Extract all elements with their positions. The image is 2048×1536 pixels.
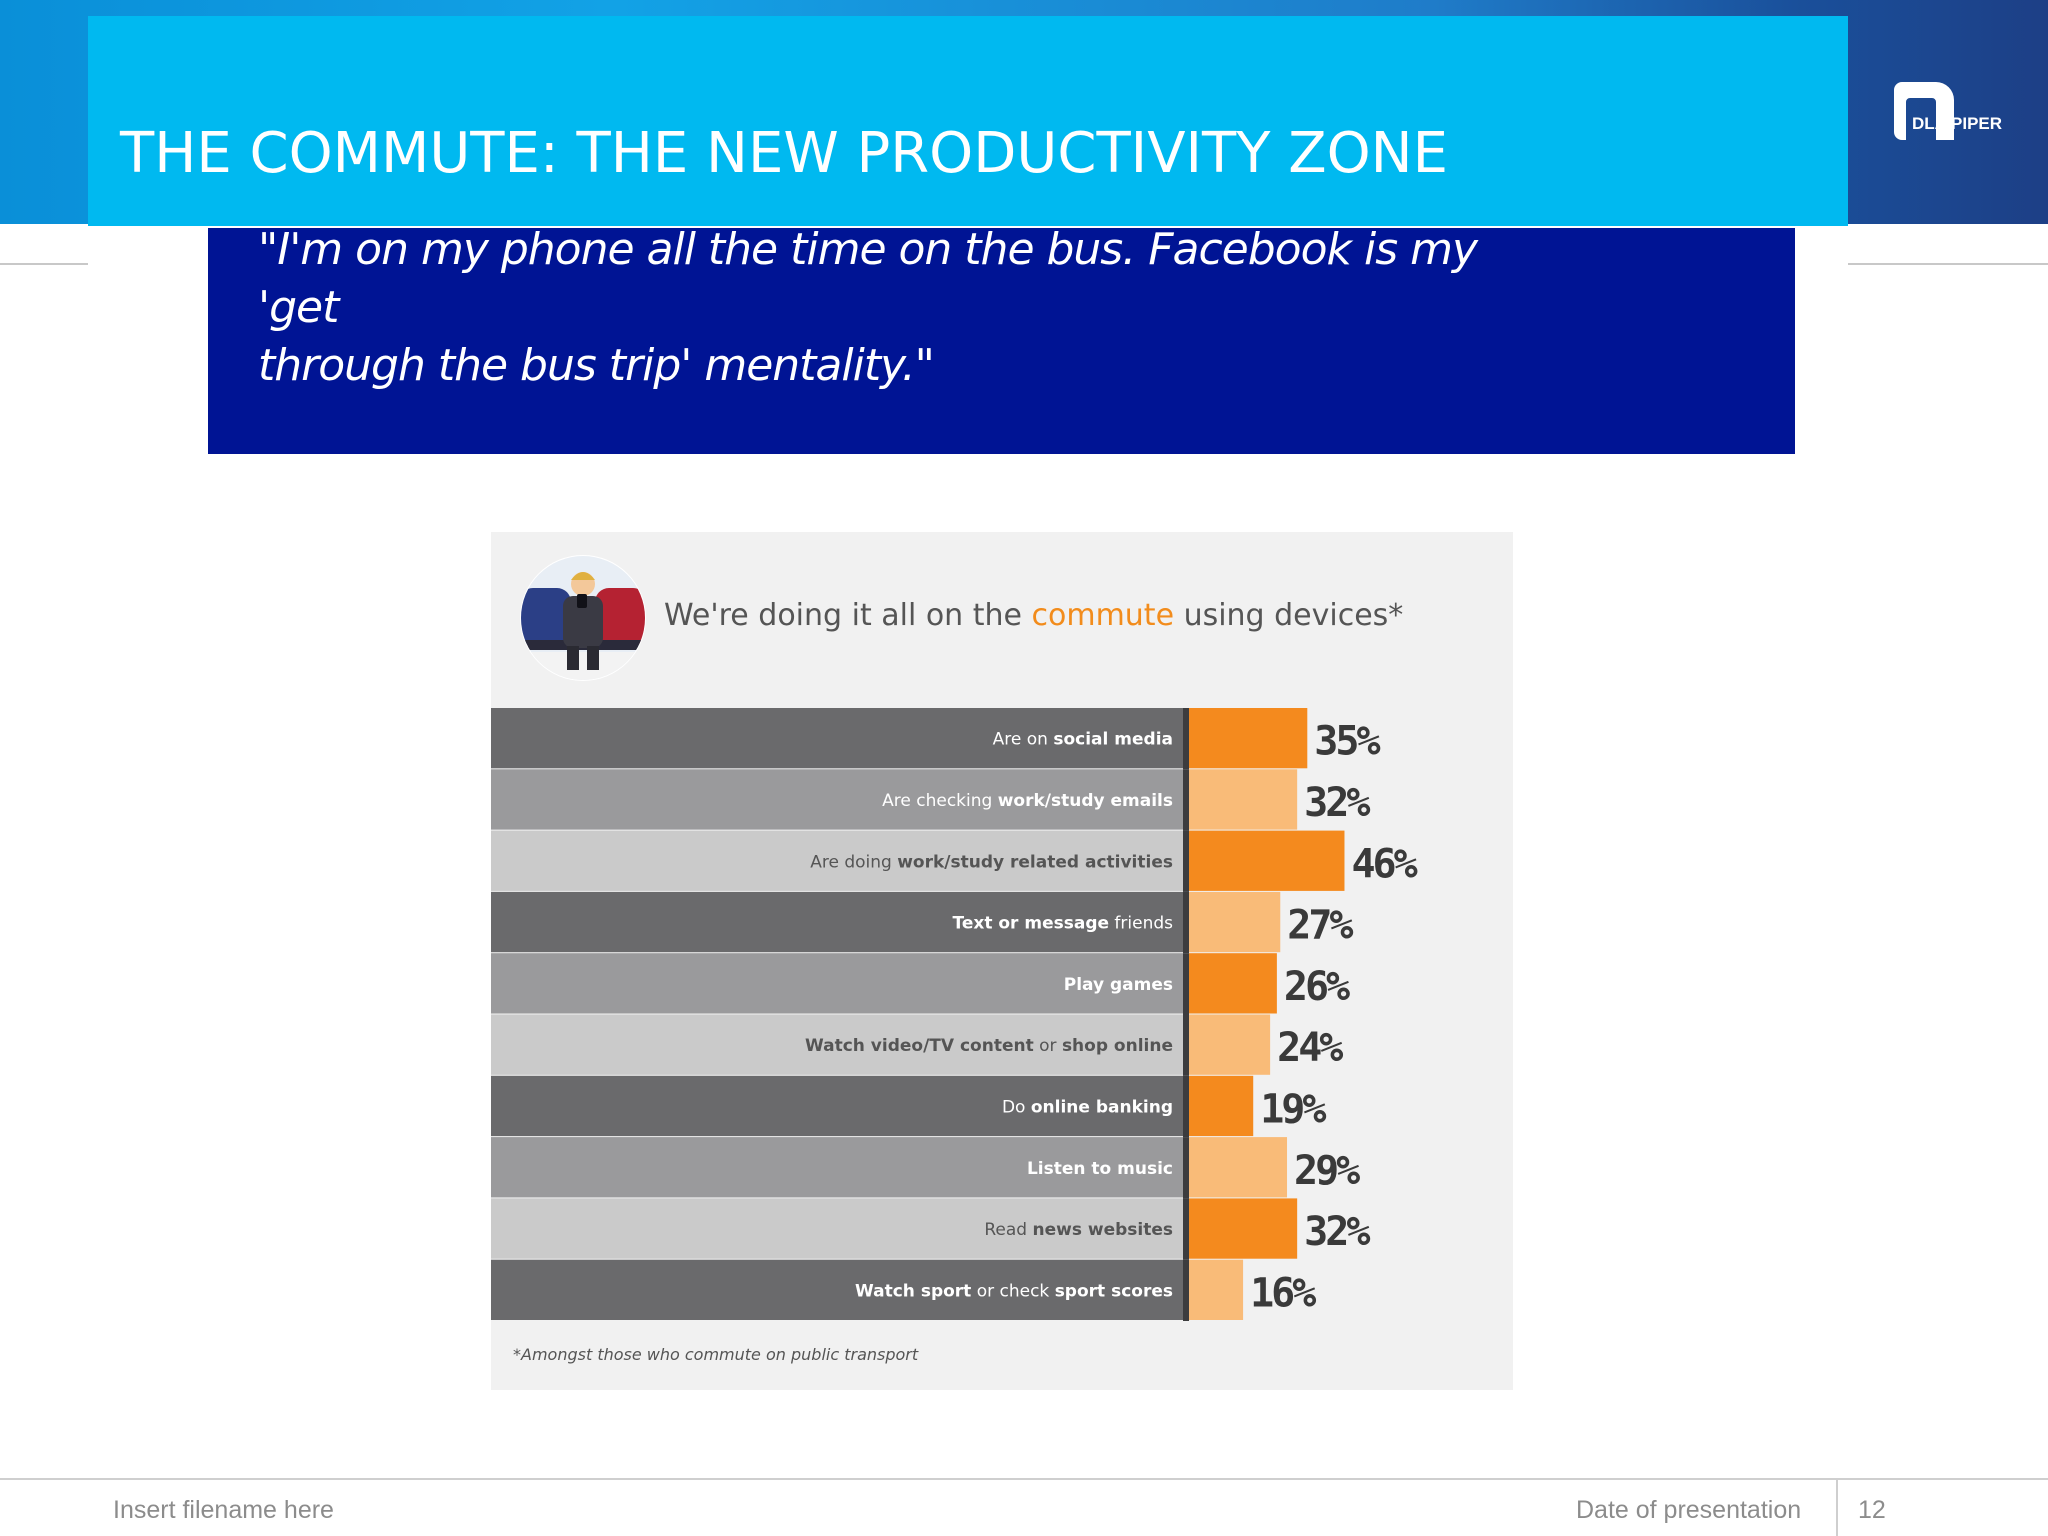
category-row-background	[491, 1198, 1183, 1259]
chart-title: We're doing it all on the commute using …	[664, 598, 1403, 633]
activities-bar-chart: Are on social media 35% Are checking work/…	[491, 708, 1421, 1321]
axis-separator	[1183, 769, 1189, 831]
value-label: 16%	[1250, 1270, 1316, 1316]
chart-title-text: We're doing it all on the	[664, 598, 1032, 633]
category-row-background	[491, 891, 1183, 953]
value-label: 32%	[1304, 780, 1370, 826]
footer-date: Date of presentation	[1576, 1496, 1802, 1524]
category-row-background	[491, 830, 1183, 891]
axis-separator	[1183, 1198, 1189, 1260]
bar	[1189, 891, 1281, 953]
axis-separator	[1183, 1137, 1189, 1199]
title-banner: THE COMMUTE: THE NEW PRODUCTIVITY ZONE	[88, 16, 1848, 226]
category-row-background	[491, 769, 1183, 830]
category-label: Are on social media	[993, 730, 1173, 750]
bar	[1189, 1137, 1288, 1198]
category-label: Read news websites	[984, 1220, 1173, 1240]
footer-page-number: 12	[1858, 1496, 1886, 1524]
category-row-background	[491, 1137, 1183, 1198]
footer-filename: Insert filename here	[113, 1496, 334, 1524]
dla-piper-logo: DLA PIPER	[1892, 78, 2012, 148]
category-label: Listen to music	[1027, 1159, 1173, 1179]
axis-separator	[1183, 953, 1189, 1015]
bar	[1189, 830, 1345, 891]
axis-separator	[1183, 1075, 1189, 1138]
category-label: Text or message friends	[953, 914, 1174, 934]
category-label: Are checking work/study emails	[882, 791, 1173, 811]
logo-mark-icon	[1894, 82, 1954, 140]
infographic-panel: We're doing it all on the commute using …	[491, 532, 1513, 1390]
value-label: 24%	[1277, 1025, 1343, 1071]
value-label: 29%	[1294, 1148, 1360, 1194]
axis-separator	[1183, 708, 1189, 770]
category-label: Play games	[1064, 975, 1173, 995]
axis-separator	[1183, 891, 1189, 954]
chart-footnote: *Amongst those who commute on public tra…	[513, 1345, 919, 1364]
chart-title-suffix: using devices*	[1174, 598, 1404, 633]
footer-rule	[0, 1478, 2048, 1480]
bar	[1189, 769, 1298, 830]
category-row-background	[491, 708, 1183, 769]
bar	[1189, 1075, 1254, 1137]
category-label: Watch sport or check sport scores	[855, 1281, 1173, 1301]
category-label: Watch video/TV content or shop online	[805, 1036, 1173, 1056]
logo-text: DLA PIPER	[1912, 114, 2003, 133]
quote-line-2: through the bus trip' mentality."	[258, 340, 935, 391]
bar	[1189, 953, 1277, 1014]
value-label: 19%	[1260, 1086, 1326, 1132]
chart-title-highlight: commute	[1031, 598, 1175, 633]
category-label: Do online banking	[1002, 1097, 1173, 1117]
value-label: 26%	[1284, 964, 1350, 1010]
quote-line-1: "I'm on my phone all the time on the bus…	[258, 224, 1478, 333]
value-label: 46%	[1351, 841, 1417, 887]
value-label: 32%	[1304, 1209, 1370, 1255]
bar	[1189, 1198, 1298, 1259]
category-row-background	[491, 1259, 1183, 1320]
axis-separator	[1183, 1259, 1189, 1321]
value-label: 27%	[1287, 903, 1353, 949]
footer-divider	[1836, 1480, 1838, 1536]
quote-text: "I'm on my phone all the time on the bus…	[258, 221, 1558, 395]
bar	[1189, 1259, 1244, 1320]
header-rule-right	[1848, 263, 2048, 265]
category-row-background	[491, 1075, 1183, 1137]
category-label: Are doing work/study related activities	[810, 852, 1173, 872]
axis-separator	[1183, 1014, 1189, 1076]
bar	[1189, 1014, 1271, 1075]
category-row-background	[491, 953, 1183, 1014]
quote-box: "I'm on my phone all the time on the bus…	[208, 224, 1795, 454]
category-row-background	[491, 1014, 1183, 1075]
commuter-avatar-icon	[520, 555, 646, 681]
bar	[1189, 708, 1308, 769]
axis-separator	[1183, 830, 1189, 892]
value-label: 35%	[1314, 719, 1380, 765]
header-rule-left	[0, 263, 88, 265]
page-title: THE COMMUTE: THE NEW PRODUCTIVITY ZONE	[120, 121, 1448, 186]
